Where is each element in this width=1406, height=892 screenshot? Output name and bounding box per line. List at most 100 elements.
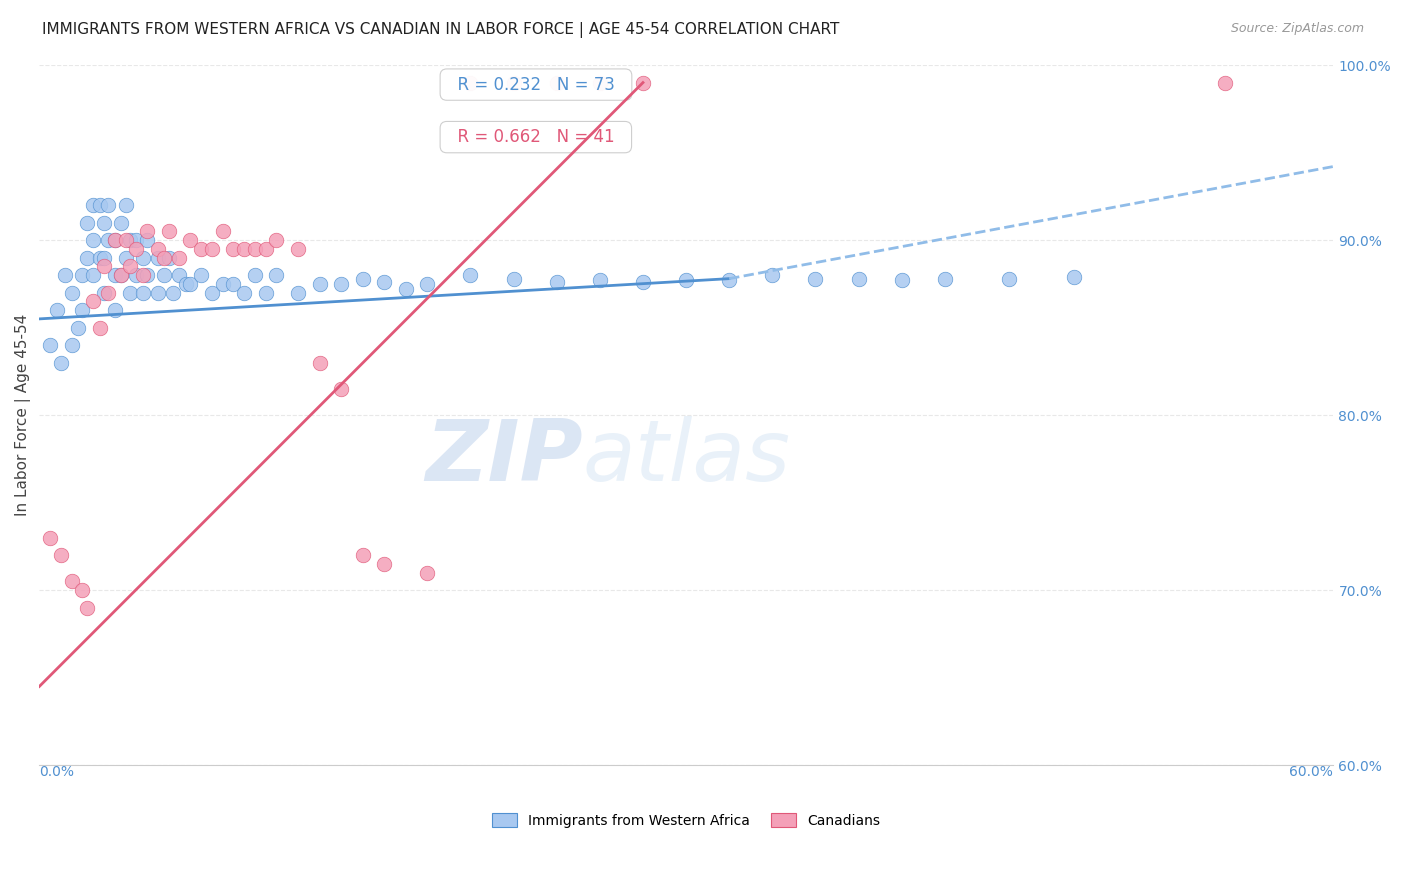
Point <box>352 271 374 285</box>
Point <box>153 268 176 282</box>
Point <box>416 277 439 291</box>
Point <box>146 242 169 256</box>
Point <box>502 271 524 285</box>
Point <box>1213 76 1236 90</box>
Point <box>89 251 111 265</box>
Text: 0.0%: 0.0% <box>39 765 75 780</box>
Text: atlas: atlas <box>582 416 790 499</box>
Point <box>174 277 197 291</box>
Point <box>211 277 233 291</box>
Point <box>97 198 120 212</box>
Point <box>675 273 697 287</box>
Text: R = 0.662   N = 41: R = 0.662 N = 41 <box>447 128 624 146</box>
Point <box>125 233 148 247</box>
Point <box>211 224 233 238</box>
Point <box>761 268 783 282</box>
Point <box>93 285 115 300</box>
Point <box>157 224 180 238</box>
Point <box>460 76 482 90</box>
Point <box>132 285 155 300</box>
Point <box>104 233 127 247</box>
Point <box>60 574 83 589</box>
Point <box>60 338 83 352</box>
Point <box>125 268 148 282</box>
Point <box>179 233 201 247</box>
Point <box>118 260 141 274</box>
Point <box>118 233 141 247</box>
Point <box>132 268 155 282</box>
Point <box>104 233 127 247</box>
Point <box>416 566 439 580</box>
Point <box>631 275 654 289</box>
Point <box>93 260 115 274</box>
Point <box>136 233 159 247</box>
Point <box>49 356 72 370</box>
Point <box>39 531 62 545</box>
Point <box>76 251 98 265</box>
Point <box>169 251 191 265</box>
Point <box>39 338 62 352</box>
Point <box>104 303 127 318</box>
Point <box>49 548 72 562</box>
Point <box>352 548 374 562</box>
Point <box>330 382 353 396</box>
Point <box>45 303 67 318</box>
Point <box>82 233 104 247</box>
Point <box>82 268 104 282</box>
Point <box>89 198 111 212</box>
Point <box>201 242 224 256</box>
Point <box>201 285 224 300</box>
Point <box>60 285 83 300</box>
Point <box>190 242 212 256</box>
Point <box>179 277 201 291</box>
Point <box>162 285 184 300</box>
Text: 60.0%: 60.0% <box>1289 765 1333 780</box>
Point <box>890 273 912 287</box>
Y-axis label: In Labor Force | Age 45-54: In Labor Force | Age 45-54 <box>15 314 31 516</box>
Point <box>589 76 612 90</box>
Point <box>395 282 418 296</box>
Point <box>233 285 256 300</box>
Point <box>804 271 827 285</box>
Point <box>146 285 169 300</box>
Point <box>222 277 245 291</box>
Point <box>118 285 141 300</box>
Point <box>72 268 94 282</box>
Point <box>76 600 98 615</box>
Point <box>998 271 1021 285</box>
Point <box>53 268 76 282</box>
Point <box>114 198 136 212</box>
Point <box>97 285 120 300</box>
Point <box>254 242 277 256</box>
Point <box>330 277 353 291</box>
Point <box>243 242 266 256</box>
Point <box>308 277 330 291</box>
Point <box>502 76 524 90</box>
Point <box>93 216 115 230</box>
Point <box>287 285 309 300</box>
Point <box>266 233 288 247</box>
Point <box>110 216 132 230</box>
Point <box>97 233 120 247</box>
Point <box>72 583 94 598</box>
Point <box>110 268 132 282</box>
Point <box>460 268 482 282</box>
Legend: Immigrants from Western Africa, Canadians: Immigrants from Western Africa, Canadian… <box>486 807 886 833</box>
Text: R = 0.232   N = 73: R = 0.232 N = 73 <box>447 76 626 94</box>
Point <box>546 275 568 289</box>
Point <box>934 271 956 285</box>
Point <box>266 268 288 282</box>
Point <box>589 273 612 287</box>
Point <box>153 251 176 265</box>
Point <box>146 251 169 265</box>
Point <box>93 251 115 265</box>
Point <box>110 268 132 282</box>
Text: ZIP: ZIP <box>425 416 582 499</box>
Point <box>1063 269 1085 284</box>
Point <box>136 268 159 282</box>
Point <box>546 76 568 90</box>
Point <box>89 320 111 334</box>
Point <box>233 242 256 256</box>
Point <box>848 271 870 285</box>
Point <box>373 275 395 289</box>
